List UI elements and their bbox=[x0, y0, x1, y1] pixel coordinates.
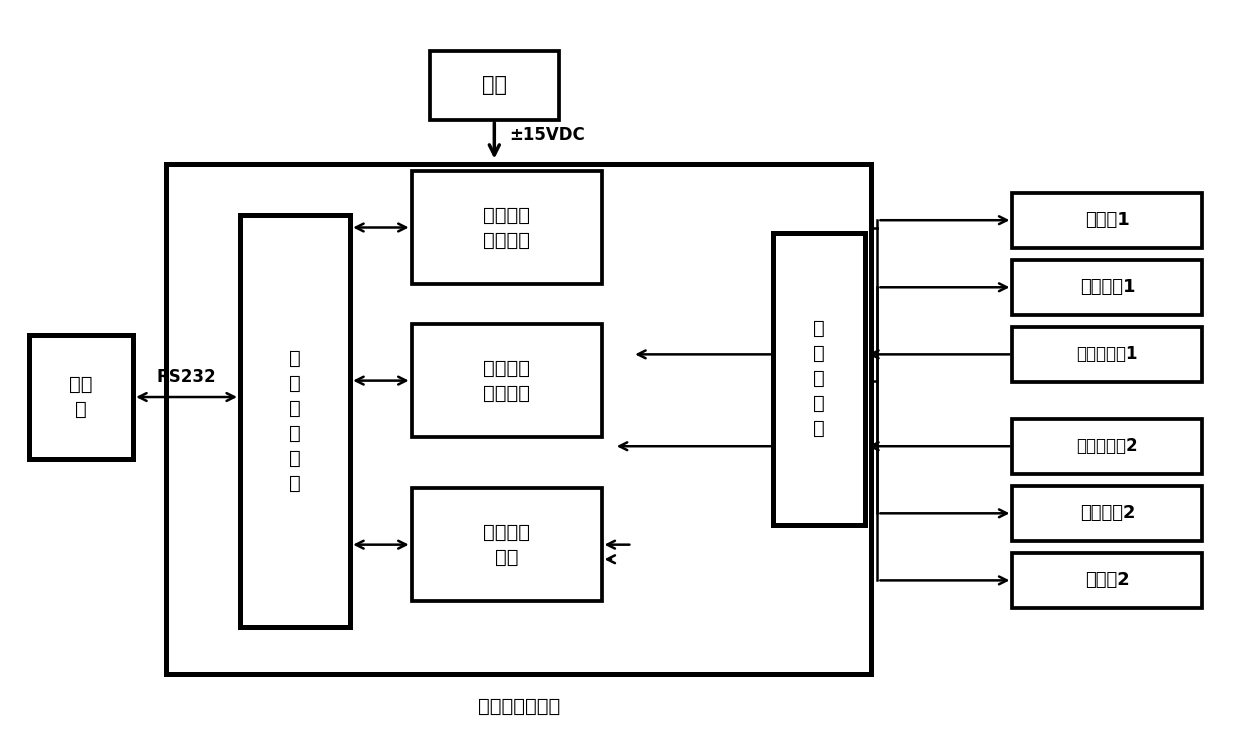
Text: 温度采集
模块: 温度采集 模块 bbox=[484, 522, 529, 567]
Bar bbox=[166, 163, 872, 674]
Text: 加热电流
驱动模块: 加热电流 驱动模块 bbox=[484, 359, 529, 403]
Text: 激光器1: 激光器1 bbox=[1085, 211, 1130, 229]
Text: 前
置
放
大
器: 前 置 放 大 器 bbox=[813, 319, 825, 438]
Text: RS232: RS232 bbox=[156, 368, 217, 386]
Text: 激光器控制系统: 激光器控制系统 bbox=[477, 698, 560, 716]
Bar bbox=[1012, 419, 1203, 473]
Text: 温度传感器2: 温度传感器2 bbox=[1076, 437, 1138, 455]
Bar bbox=[1012, 193, 1203, 247]
Bar bbox=[1012, 260, 1203, 314]
Bar bbox=[774, 233, 866, 525]
Bar bbox=[412, 171, 601, 284]
Text: ±15VDC: ±15VDC bbox=[510, 126, 585, 143]
Text: 激光电流
驱动模块: 激光电流 驱动模块 bbox=[484, 206, 529, 250]
Text: 电源: 电源 bbox=[482, 75, 507, 95]
Text: 电加热片2: 电加热片2 bbox=[1080, 504, 1135, 522]
Bar bbox=[1012, 553, 1203, 608]
Bar bbox=[1012, 486, 1203, 541]
Bar bbox=[29, 335, 133, 459]
Bar bbox=[239, 215, 350, 626]
Bar bbox=[1012, 327, 1203, 382]
Bar bbox=[430, 51, 559, 120]
Text: 电加热片1: 电加热片1 bbox=[1080, 279, 1135, 296]
Text: 信
息
处
理
模
块: 信 息 处 理 模 块 bbox=[289, 348, 301, 493]
Text: 激光器2: 激光器2 bbox=[1085, 571, 1130, 589]
Text: 上位
机: 上位 机 bbox=[69, 375, 93, 419]
Text: 温度传感器1: 温度传感器1 bbox=[1076, 345, 1138, 363]
Bar bbox=[412, 324, 601, 437]
Bar bbox=[412, 488, 601, 601]
